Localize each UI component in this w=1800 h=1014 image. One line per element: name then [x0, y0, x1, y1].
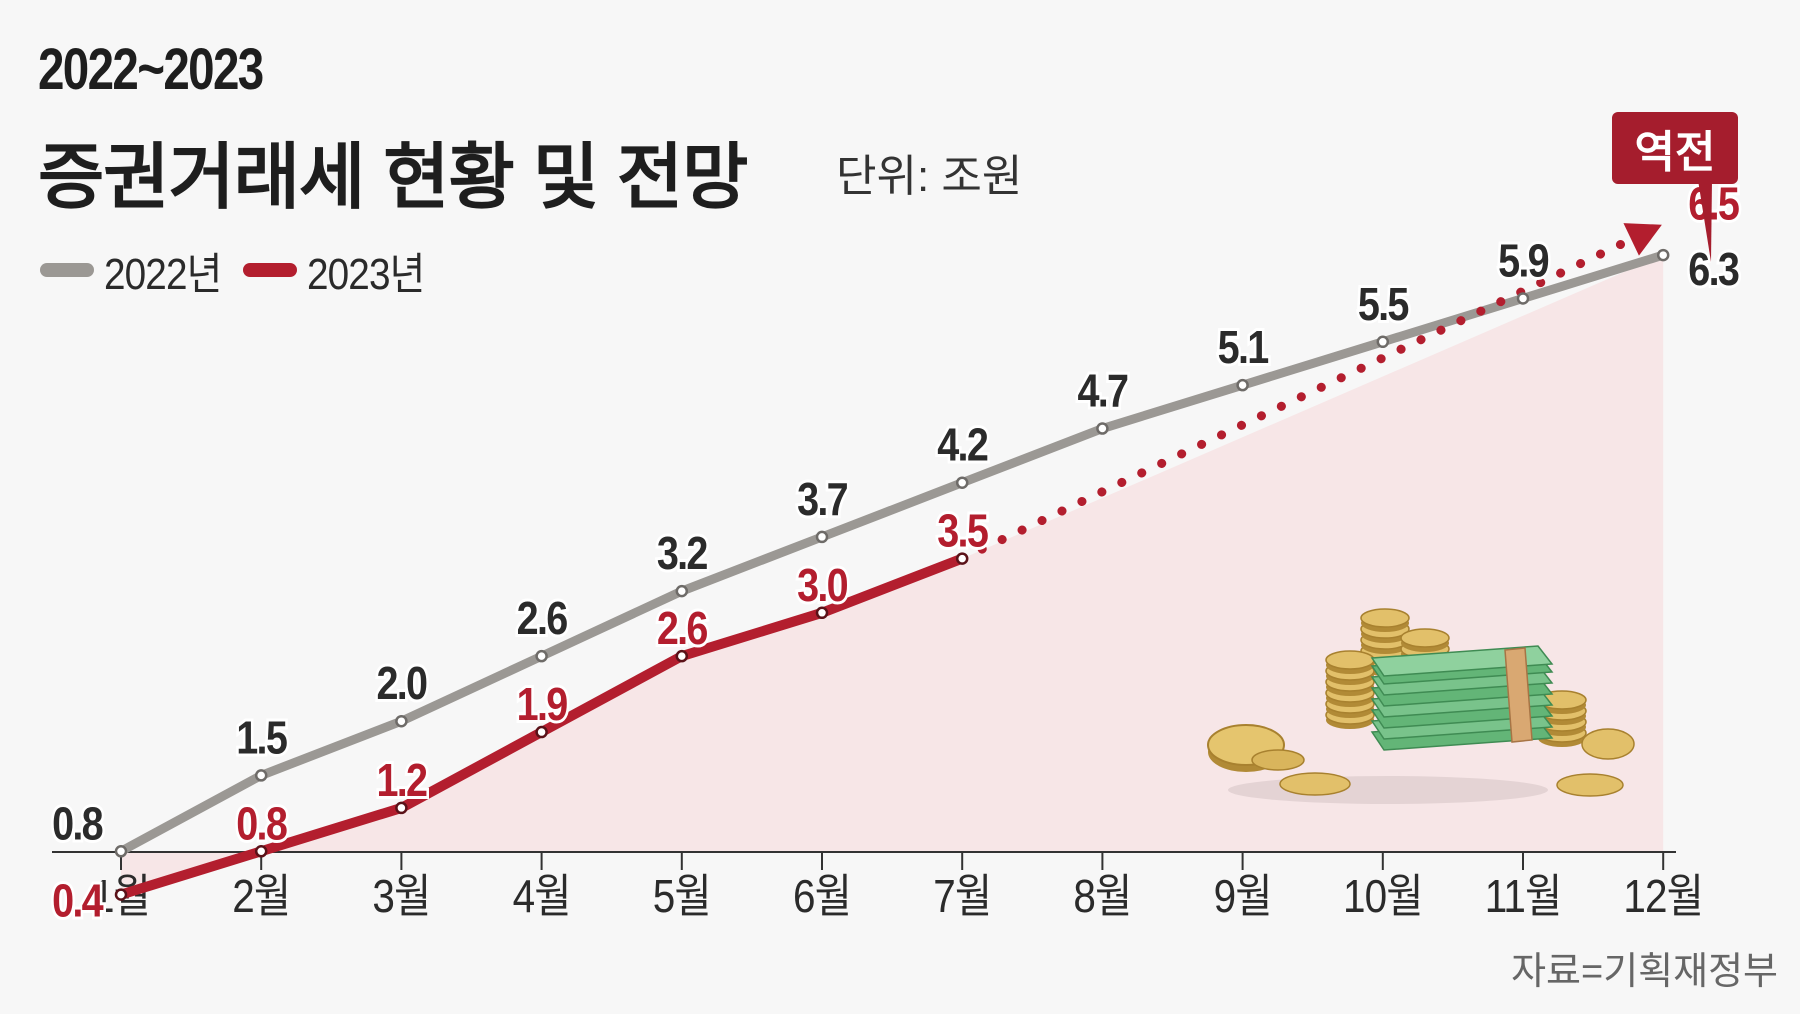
legend-swatch-2023: [243, 263, 298, 277]
chart-title: 증권거래세 현황 및 전망: [38, 138, 748, 218]
legend-item-2023: 2023년: [243, 238, 426, 302]
x-tick-label: 4월: [513, 872, 571, 923]
series-2022-data-label: 5.1: [1218, 322, 1269, 373]
series-2022-data-label: 4.2: [937, 420, 988, 471]
x-tick-label: 2월: [232, 872, 290, 923]
series-2022-data-label: 0.8: [52, 799, 103, 850]
projection-data-label: 6.5: [1688, 179, 1739, 230]
series-2023-data-label: 1.9: [517, 679, 568, 730]
money-band: [1504, 647, 1533, 743]
legend-swatch-2022: [40, 263, 94, 277]
x-tick-label: 6월: [793, 872, 851, 923]
series-2022-data-label: 1.5: [236, 713, 287, 764]
series-2023-point: [815, 606, 829, 620]
x-tick-label: 9월: [1214, 872, 1272, 923]
x-tick-label: 7월: [933, 872, 991, 923]
reversal-callout: 역전: [1612, 112, 1738, 184]
series-2022-point: [1516, 292, 1530, 305]
series-2022-data-label: 5.5: [1358, 279, 1409, 330]
x-tick-label: 3월: [372, 872, 430, 923]
coin-icon: [1325, 650, 1375, 670]
series-2022-point: [675, 584, 689, 598]
projection-arrow-head: [1623, 223, 1662, 256]
coin-icon: [1581, 728, 1635, 760]
series-2022-point: [955, 476, 969, 489]
series-2023-data-label: 1.2: [376, 755, 427, 806]
money-shadow: [1228, 776, 1548, 804]
series-2022-data-label: 5.9: [1498, 236, 1549, 287]
series-2022-data-label: 2.0: [376, 658, 427, 709]
series-2023-point: [955, 552, 969, 565]
unit-label: 단위: 조원: [836, 152, 1023, 201]
series-2022-point: [114, 845, 128, 858]
money-illustration: [1207, 608, 1635, 804]
series-2022-data-label: 6.3: [1688, 244, 1739, 295]
series-2022-point: [395, 714, 408, 728]
series-2022-point: [815, 530, 829, 544]
series-2023-data-label: 2.6: [657, 603, 708, 654]
series-2022-data-label: 3.2: [657, 528, 708, 579]
coin-icon: [1251, 749, 1305, 771]
series-2023-point: [675, 649, 689, 663]
source-note: 자료=기획재정부: [1511, 951, 1778, 993]
series-2023-point: [254, 845, 268, 858]
series-2022-point: [1096, 422, 1109, 435]
legend-label-2023: 2023년: [307, 250, 425, 299]
series-2022-point: [254, 769, 268, 782]
series-2023-point: [395, 801, 408, 815]
series-2023-data-label: 0.4: [52, 876, 104, 927]
series-2023-data-label: 0.8: [236, 799, 287, 850]
series-2022-data-label: 2.6: [517, 593, 568, 644]
x-tick-label: 11월: [1485, 872, 1562, 923]
x-tick-label: 12월: [1623, 872, 1703, 923]
legend-label-2022: 2022년: [104, 250, 222, 299]
series-2023-point: [114, 888, 128, 901]
series-2023-data-label: 3.5: [937, 506, 988, 557]
series-2022-data-label: 3.7: [797, 474, 847, 525]
x-tick-label: 8월: [1073, 872, 1131, 923]
series-2022-point: [1376, 335, 1390, 349]
legend: 2022년 2023년: [40, 238, 447, 302]
coin-icon: [1279, 772, 1351, 796]
series-2022-point: [535, 649, 548, 663]
coin-icon: [1360, 608, 1410, 628]
series-2022-line: [116, 250, 1668, 856]
x-tick-label: 10월: [1343, 872, 1423, 923]
x-tick-label: 5월: [653, 872, 711, 923]
series-2023-projection-line: [957, 234, 1636, 564]
series-2023-point: [535, 725, 548, 739]
coin-icon: [1400, 628, 1450, 648]
series-2022-data-label: 4.7: [1077, 366, 1127, 417]
title-year-range: 2022~2023: [38, 37, 264, 102]
callout-pointer: [1698, 180, 1712, 262]
series-2022-point: [1236, 378, 1249, 392]
series-2022-point: [1656, 248, 1670, 262]
series-2023-data-label: 3.0: [797, 560, 848, 611]
legend-item-2022: 2022년: [40, 238, 222, 302]
coin-icon: [1556, 773, 1624, 797]
